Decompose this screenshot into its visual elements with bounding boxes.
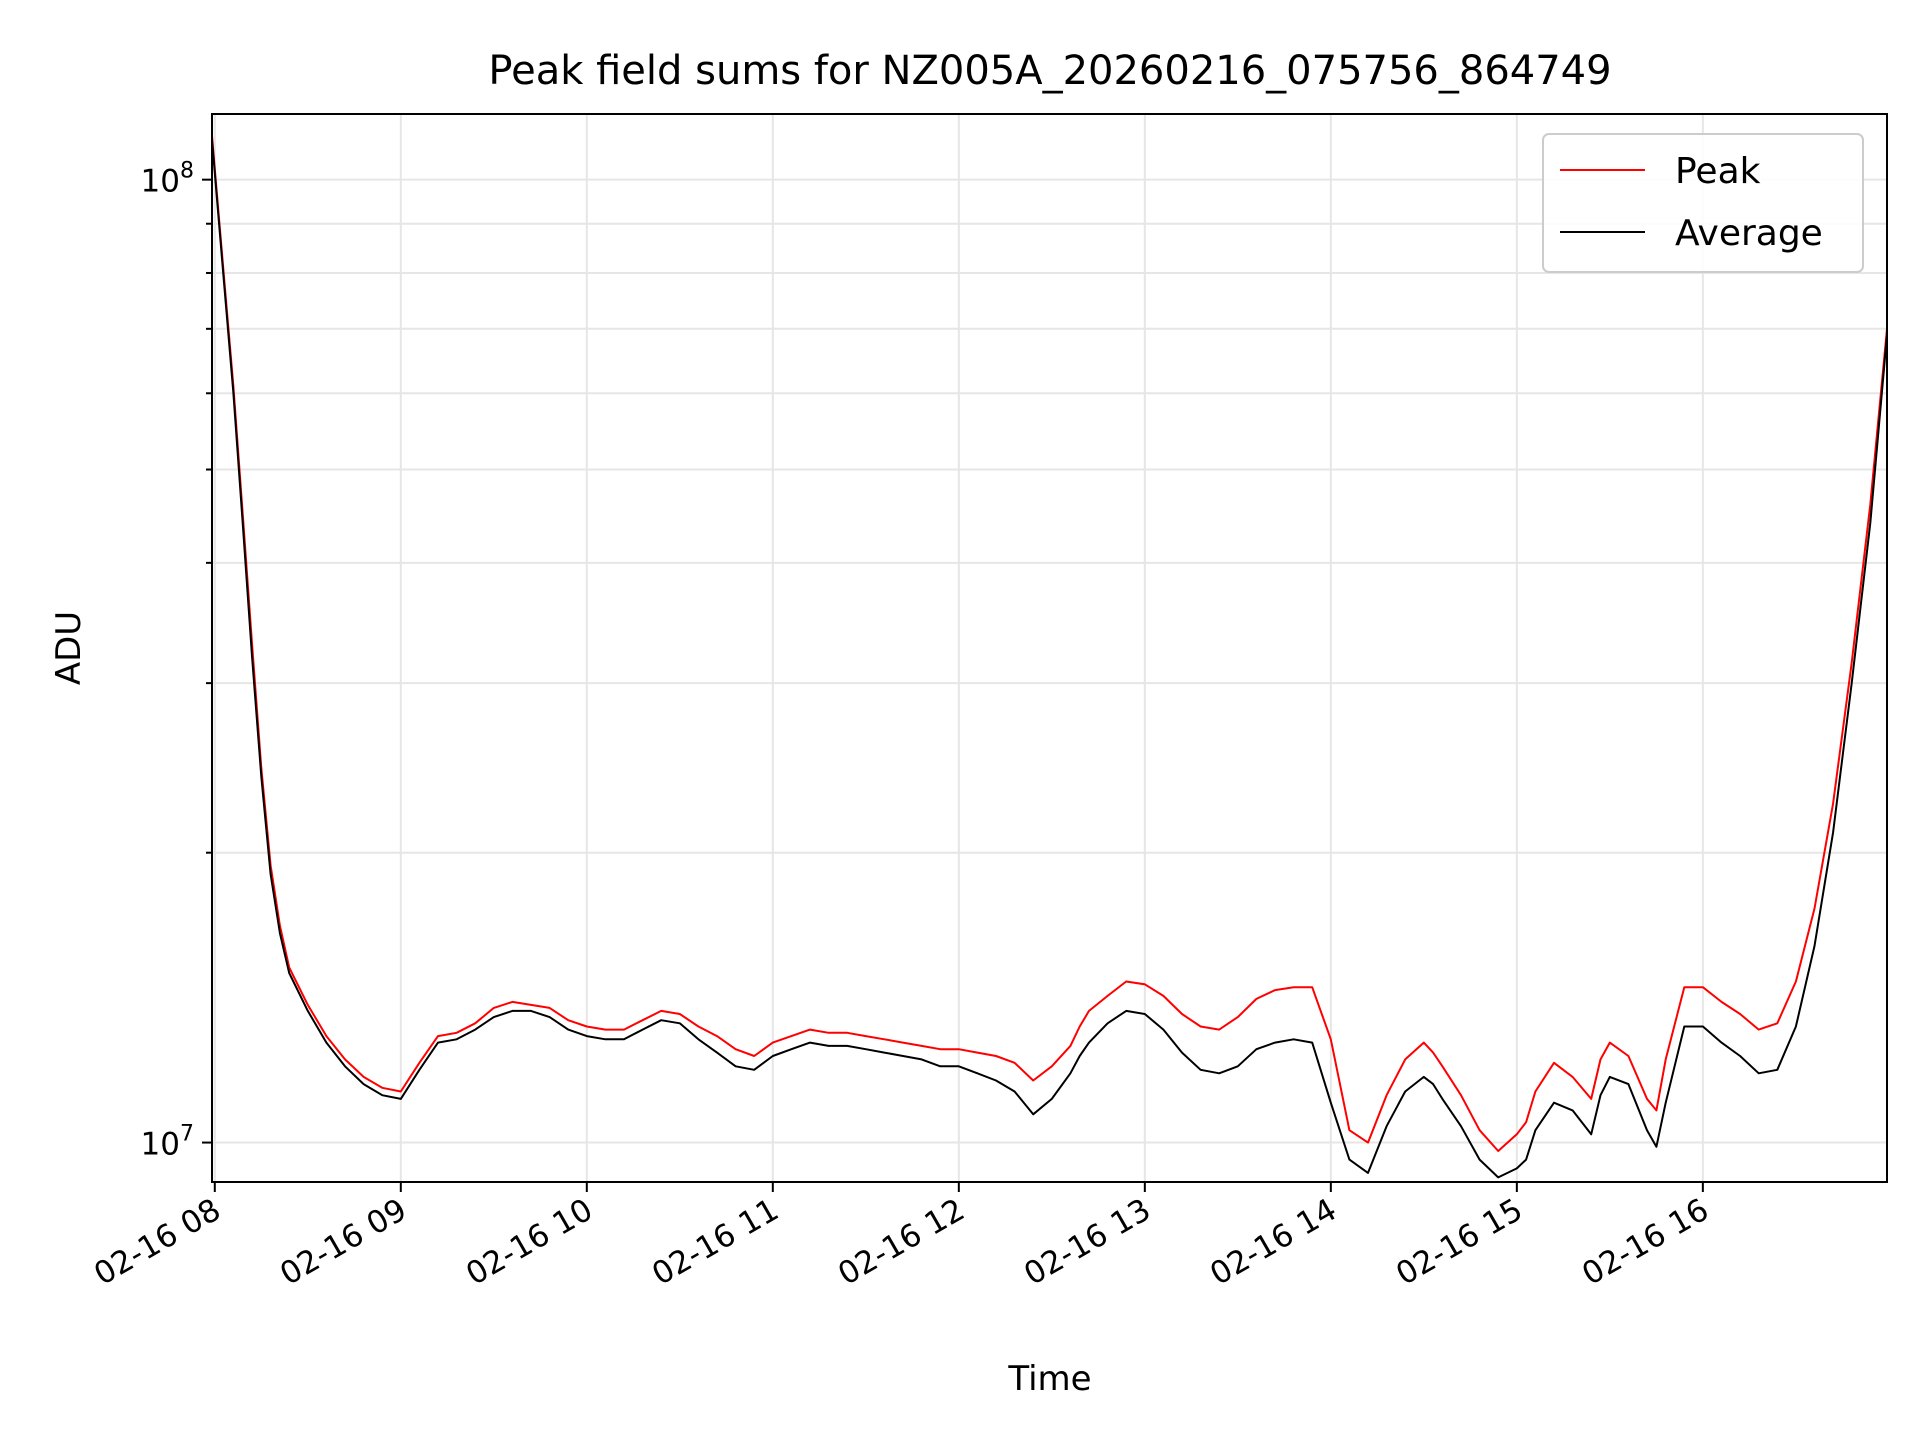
y-tick-label: 108 xyxy=(141,159,194,200)
y-tick-label: 107 xyxy=(141,1122,194,1163)
chart-title: Peak field sums for NZ005A_20260216_0757… xyxy=(488,48,1611,94)
series-layer xyxy=(212,135,1887,1179)
y-axis: 107 108 xyxy=(141,159,212,1163)
legend-label-peak: Peak xyxy=(1675,151,1761,192)
legend: Peak Average xyxy=(1542,133,1864,273)
x-axis-label: Time xyxy=(1007,1359,1091,1399)
series-line-peak xyxy=(212,135,1887,1152)
y-axis-label: ADU xyxy=(49,611,89,685)
series-line-average xyxy=(212,139,1887,1179)
legend-label-average: Average xyxy=(1675,213,1823,254)
plot-frame xyxy=(211,113,1888,1183)
legend-box xyxy=(1542,133,1864,273)
